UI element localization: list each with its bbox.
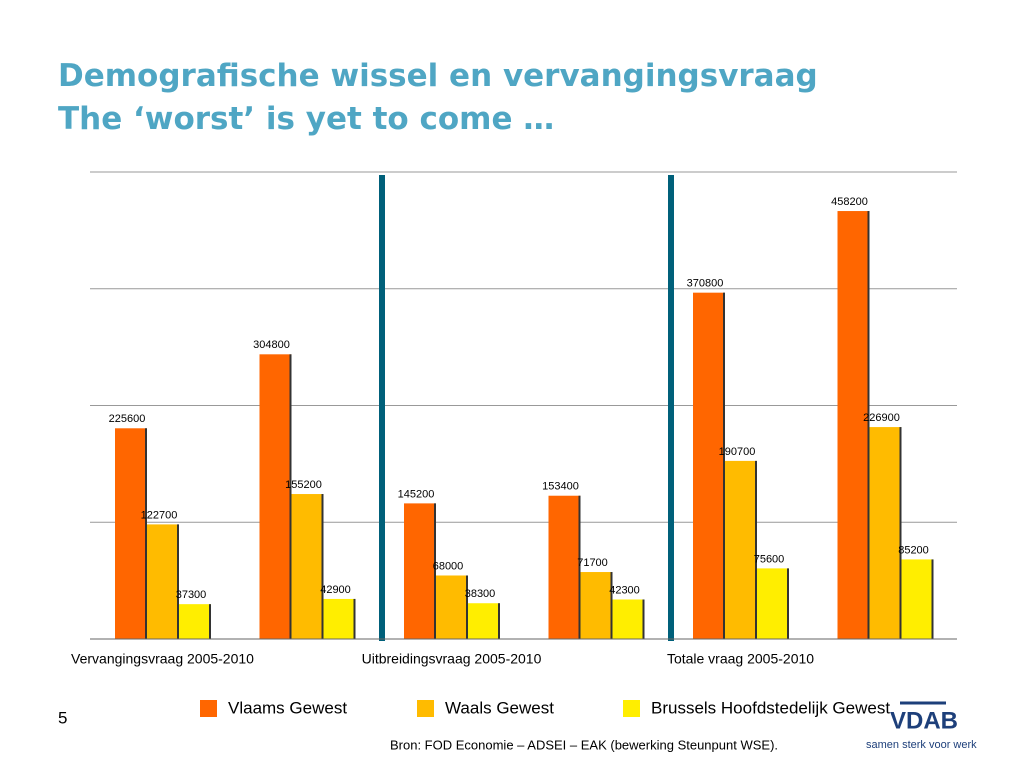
bar [323,598,356,639]
bar-edge [498,603,500,639]
value-label: 75600 [754,553,785,565]
bar-edge [177,524,179,639]
value-label: 71700 [577,557,608,569]
value-label: 155200 [285,479,322,491]
bar-edge [755,460,757,639]
bar [837,211,870,639]
bar [179,604,211,639]
value-label: 153400 [542,481,579,493]
bar-edge [787,568,789,639]
legend-swatch [200,700,217,717]
title-line: Demografische wissel en vervangingsvraag [58,58,818,94]
bar-edge [931,559,934,639]
value-label: 68000 [433,560,464,572]
value-label: 304800 [253,339,290,351]
section-label: Uitbreidingsvraag 2005-2010 [362,651,542,667]
legend-label: Vlaams Gewest [228,698,347,717]
value-label: 38300 [465,588,496,600]
value-label: 458200 [831,196,868,208]
bar [901,559,934,639]
value-label: 37300 [176,589,207,601]
logo-name: VDAB [890,707,958,734]
value-label: 85200 [898,544,929,556]
value-label: 42300 [609,584,640,596]
legend-label: Waals Gewest [445,698,554,717]
bar [115,428,147,639]
source: Bron: FOD Economie – ADSEI – EAK (bewerk… [390,737,778,752]
bar-edge [642,599,645,639]
bar-edge [434,503,436,639]
section-label: Vervangingsvraag 2005-2010 [71,651,254,667]
bar [291,494,324,639]
bar [468,603,500,639]
page-number: 5 [58,708,67,727]
bar-edge [723,292,725,639]
bar-edge [209,604,211,639]
bar-edge [321,494,324,639]
legend-label: Brussels Hoofdstedelijk Gewest [651,698,890,717]
value-label: 145200 [398,488,435,500]
bar [757,568,789,639]
bar-edge [578,495,581,639]
bar [725,460,757,639]
bar [259,354,292,639]
value-label: 190700 [719,446,756,458]
value-label: 225600 [109,413,146,425]
bar-edge [145,428,147,639]
value-label: 226900 [863,412,900,424]
bar [580,572,613,639]
bar-edge [899,427,902,639]
bar-edge [466,575,468,639]
bar-edge [289,354,292,639]
bar-edge [353,598,356,639]
title-line: The ‘worst’ is yet to come … [58,101,554,137]
legend-swatch [623,700,640,717]
bar [612,599,645,639]
value-label: 122700 [141,509,178,521]
value-label: 370800 [687,278,724,290]
bar [404,503,436,639]
bar [869,427,902,639]
bar-edge [610,572,613,639]
legend-swatch [417,700,434,717]
value-label: 42900 [320,584,351,596]
bar-edge [867,211,870,639]
bar [147,524,179,639]
section-label: Totale vraag 2005-2010 [667,651,814,667]
bar [693,292,725,639]
logo-tagline: samen sterk voor werk [866,739,977,751]
bar [436,575,468,639]
bar [548,495,581,639]
